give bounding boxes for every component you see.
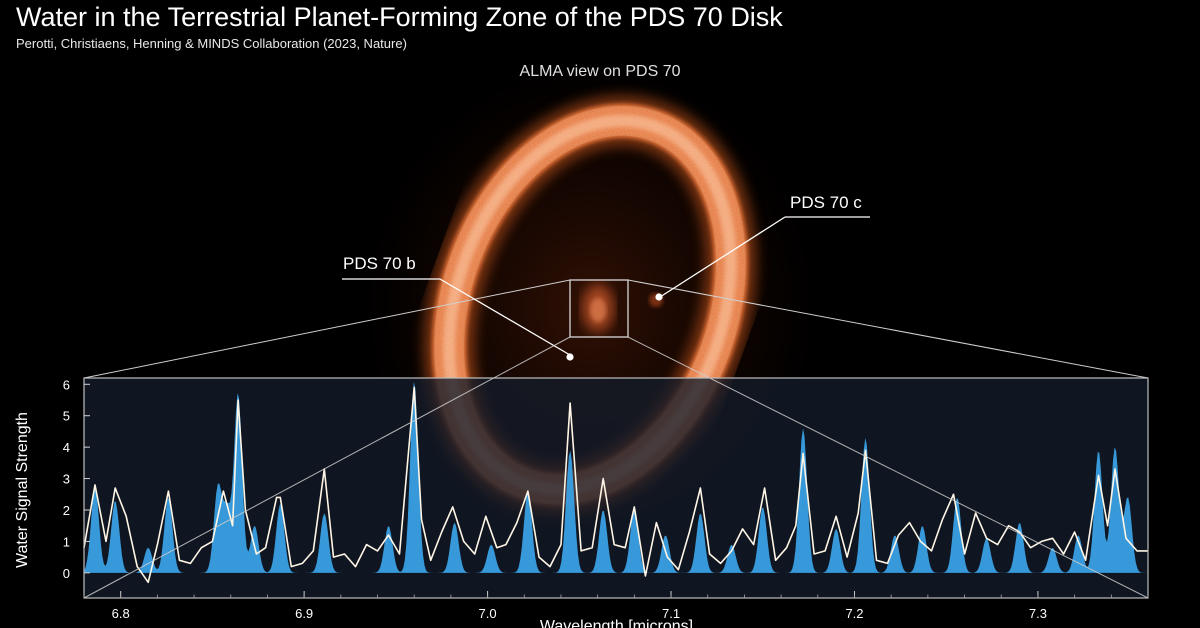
- observed-spectrum-line: [83, 386, 1148, 584]
- planet-c-label: PDS 70 c: [790, 193, 862, 212]
- alma-caption: ALMA view on PDS 70: [519, 63, 681, 80]
- x-tick-label: 6.9: [295, 606, 313, 621]
- page-subtitle: Perotti, Christiaens, Henning & MINDS Co…: [16, 36, 407, 51]
- plot-frame: [83, 377, 1149, 599]
- x-tick-label: 7.0: [479, 606, 497, 621]
- y-tick-label: 3: [63, 472, 70, 487]
- zoom-line-left: [83, 279, 571, 379]
- y-tick-label: 2: [63, 503, 70, 518]
- x-tick-label: 7.1: [662, 606, 680, 621]
- zoom-diagonals: [83, 336, 1149, 599]
- y-tick-label: 0: [63, 566, 70, 581]
- x-tick-label: 6.8: [112, 606, 130, 621]
- planet-b-label: PDS 70 b: [343, 254, 416, 273]
- zoom-indicator: [83, 279, 1149, 379]
- y-tick-label: 1: [63, 534, 70, 549]
- y-axis-label: Water Signal Strength: [14, 412, 31, 568]
- y-tick-label: 6: [63, 377, 70, 392]
- y-axis-ticks: 0 1 2 3 4 5 6: [63, 377, 90, 581]
- page-title: Water in the Terrestrial Planet-Forming …: [16, 2, 783, 32]
- x-axis-label: Wavelength [microns]: [539, 618, 694, 628]
- observed-spectrum-series: [83, 386, 1148, 584]
- x-tick-label: 7.2: [845, 606, 863, 621]
- water-spectrum-plot: 6.8 6.9 7.0 7.1 7.2 7.3 0 1 2 3 4 5 6: [63, 336, 1149, 621]
- zoom-box: [569, 279, 629, 338]
- y-tick-label: 5: [63, 409, 70, 424]
- zoom-line-right: [627, 279, 1149, 379]
- x-tick-label: 7.3: [1029, 606, 1047, 621]
- planet-c-marker: [655, 216, 870, 301]
- planet-b-marker: [342, 278, 574, 361]
- x-axis-ticks: 6.8 6.9 7.0 7.1 7.2 7.3: [83, 591, 1149, 621]
- y-tick-label: 4: [63, 440, 70, 455]
